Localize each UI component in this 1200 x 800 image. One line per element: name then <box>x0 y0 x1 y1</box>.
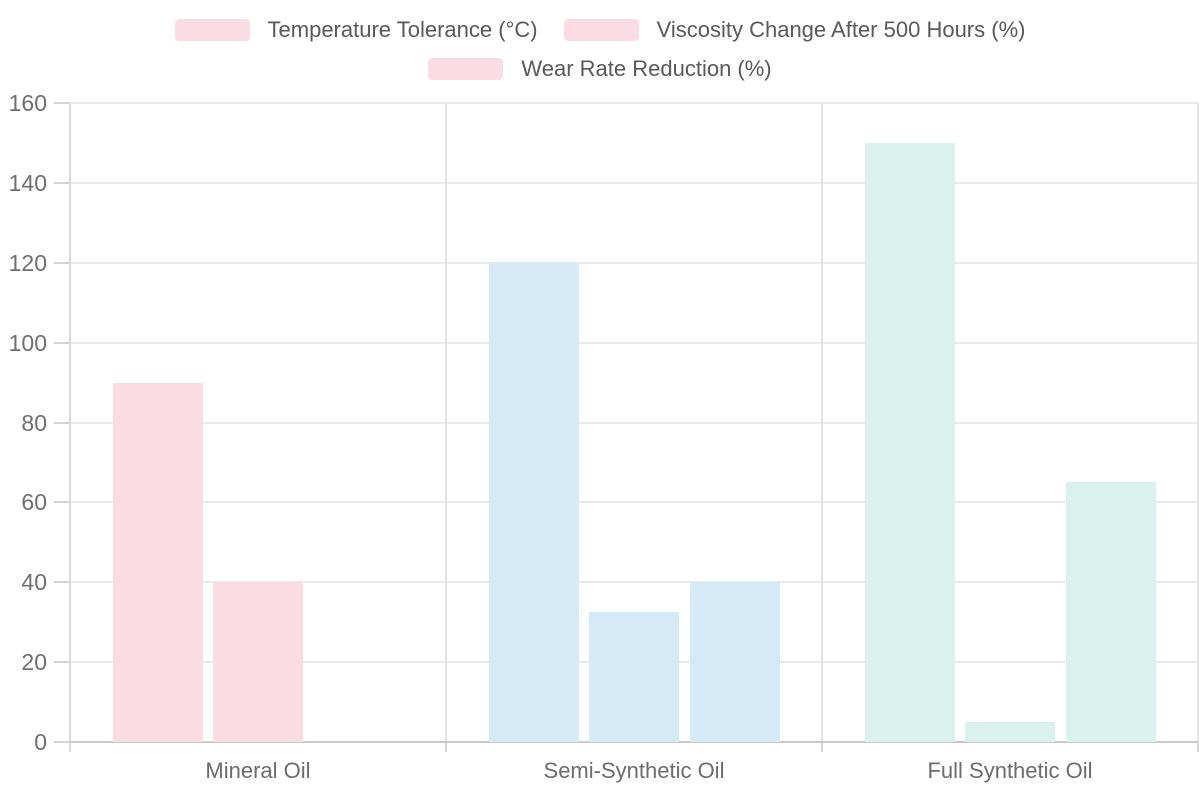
gridline-vertical <box>821 103 823 742</box>
y-axis-tick <box>54 341 70 344</box>
gridline-horizontal <box>70 341 1198 344</box>
bar[interactable] <box>213 582 303 742</box>
y-axis-line <box>69 103 71 752</box>
y-axis-tick <box>54 102 70 104</box>
legend-label: Temperature Tolerance (°C) <box>267 17 538 42</box>
x-axis-category-label: Mineral Oil <box>205 758 311 783</box>
gridline-vertical <box>1197 103 1199 742</box>
y-axis-tick <box>54 181 70 184</box>
x-axis-tick <box>445 742 447 752</box>
gridline-horizontal <box>70 501 1198 504</box>
bar[interactable] <box>965 722 1055 742</box>
y-axis-tick <box>54 261 70 264</box>
legend-item[interactable]: Wear Rate Reduction (%) <box>428 56 772 82</box>
y-axis-tick <box>54 581 70 584</box>
legend-swatch <box>174 19 250 41</box>
legend-row: Temperature Tolerance (°C) Viscosity Chan… <box>174 17 1026 43</box>
gridline-horizontal <box>70 102 1198 104</box>
legend-label: Wear Rate Reduction (%) <box>521 56 772 81</box>
bar[interactable] <box>589 612 679 742</box>
gridline-horizontal <box>70 581 1198 584</box>
y-axis-tick-label: 80 <box>21 409 47 436</box>
bar[interactable] <box>112 382 203 742</box>
y-axis-tick-label: 140 <box>8 169 47 196</box>
x-axis-category-label: Semi-Synthetic Oil <box>543 758 725 783</box>
legend-swatch <box>428 58 504 80</box>
gridline-horizontal <box>70 421 1198 424</box>
y-axis-tick-label: 40 <box>21 569 47 596</box>
y-axis-tick <box>54 741 70 743</box>
chart-legend: Temperature Tolerance (°C) Viscosity Chan… <box>0 17 1200 82</box>
legend-item[interactable]: Temperature Tolerance (°C) <box>174 17 538 43</box>
x-axis-category-label: Full Synthetic Oil <box>927 758 1093 783</box>
y-axis-tick-label: 120 <box>8 249 47 276</box>
gridline-horizontal <box>70 181 1198 184</box>
y-axis-tick-label: 160 <box>8 90 47 116</box>
y-axis-tick <box>54 661 70 664</box>
y-axis-tick-label: 0 <box>34 729 47 755</box>
gridline-vertical <box>445 103 447 742</box>
legend-swatch <box>563 19 639 41</box>
bar[interactable] <box>864 142 955 742</box>
gridline-horizontal <box>70 261 1198 264</box>
bar[interactable] <box>689 582 780 742</box>
y-axis-tick-label: 100 <box>8 329 47 356</box>
y-axis-tick <box>54 501 70 504</box>
legend-label: Viscosity Change After 500 Hours (%) <box>656 17 1026 42</box>
legend-row: Wear Rate Reduction (%) <box>428 56 772 82</box>
legend-item[interactable]: Viscosity Change After 500 Hours (%) <box>563 17 1026 43</box>
y-axis-tick <box>54 421 70 424</box>
bar[interactable] <box>1065 482 1156 742</box>
y-axis-tick-label: 60 <box>21 489 47 516</box>
y-axis-tick-label: 20 <box>21 649 47 676</box>
x-axis-tick <box>1197 742 1199 752</box>
x-axis-line <box>70 741 1198 743</box>
bar[interactable] <box>488 262 579 742</box>
x-axis-tick <box>821 742 823 752</box>
